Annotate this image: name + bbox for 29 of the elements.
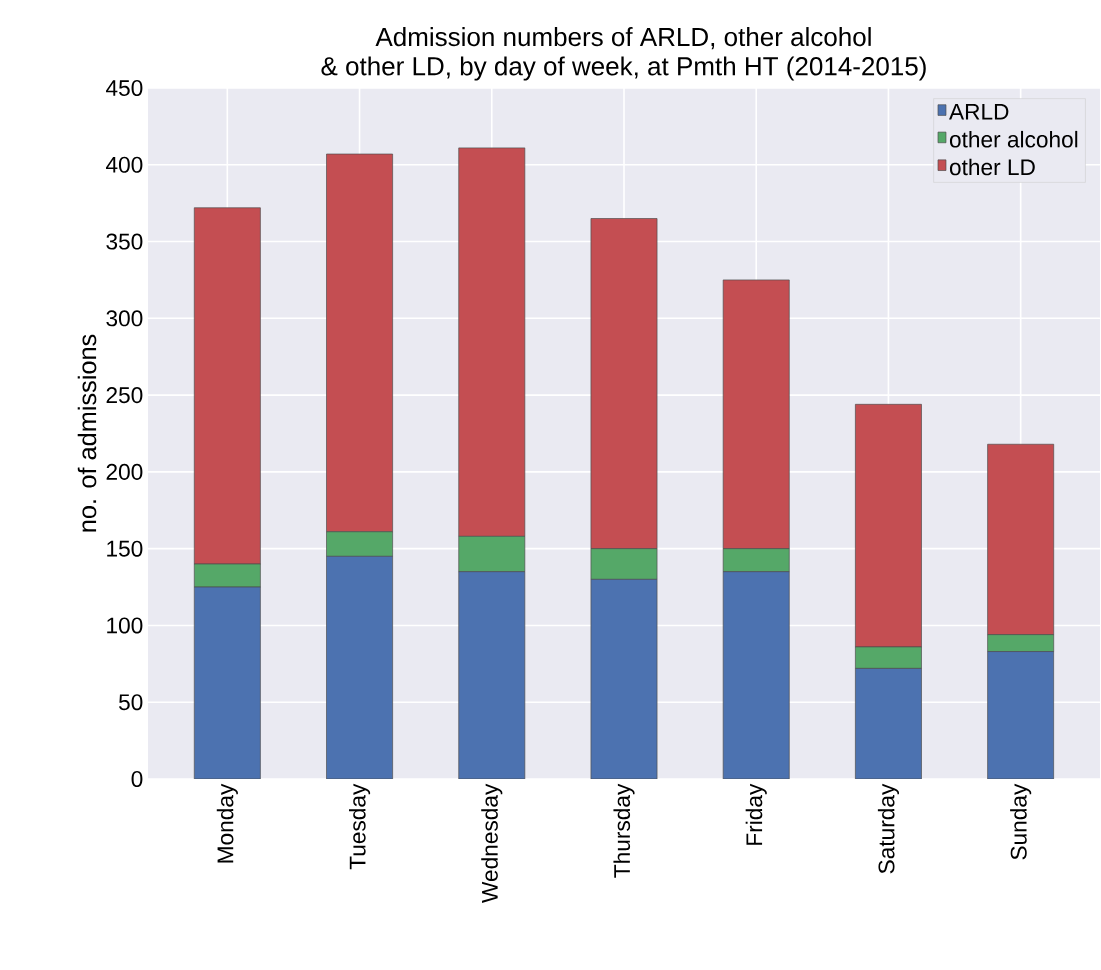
x-tick-label: Monday <box>216 783 238 863</box>
x-tick-label: Thursday <box>613 783 635 878</box>
y-tick-label: 350 <box>106 233 143 250</box>
x-tick-label: Wednesday <box>481 783 503 903</box>
legend-label: other LD <box>949 158 1035 176</box>
y-tick-label: 0 <box>131 770 143 788</box>
y-tick-label: 450 <box>106 79 143 97</box>
x-tick-label: Friday <box>745 783 767 845</box>
bar <box>458 571 526 779</box>
bar <box>855 668 922 779</box>
y-tick-label: 100 <box>107 617 143 634</box>
bar <box>722 571 790 779</box>
bar <box>326 555 393 779</box>
bar <box>987 651 1055 779</box>
legend-label: other alcohol <box>949 130 1078 148</box>
bar <box>193 586 261 779</box>
x-tick-label: Tuesday <box>349 783 371 870</box>
y-tick-label: 400 <box>106 156 143 173</box>
y-tick-label: 300 <box>106 310 143 327</box>
x-tick-label: Saturday <box>877 783 899 874</box>
bar <box>590 579 658 779</box>
chart-title: Admission numbers of ARLD, other alcohol & other LD, by day of week, at Pmth HT (2014-2015) <box>321 27 926 81</box>
x-tick-label: Sunday <box>1010 783 1032 860</box>
y-tick-label: 50 <box>118 694 143 711</box>
y-tick-label: 200 <box>106 463 143 480</box>
y-tick-label: 150 <box>107 540 143 557</box>
y-tick-label: 250 <box>106 387 143 404</box>
y-axis-title: no. of admissions <box>77 334 97 532</box>
legend-label: ARLD <box>949 103 1009 120</box>
